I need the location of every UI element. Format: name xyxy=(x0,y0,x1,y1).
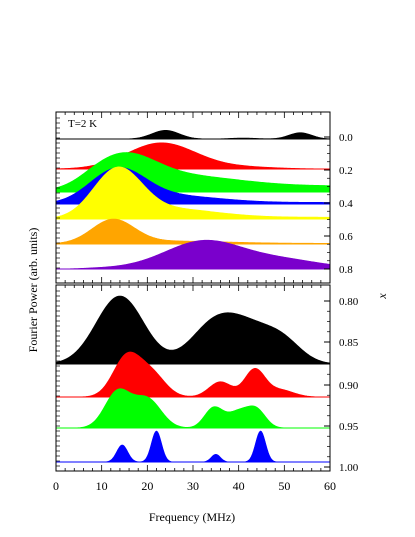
series-area-x-0_4 xyxy=(55,166,331,220)
series-area-x-0_0 xyxy=(56,130,331,140)
series-area-x-1_00 xyxy=(56,430,330,463)
right-tick-label: 0.95 xyxy=(339,421,359,433)
bottom-panel: 0.80 0.85 0.90 0.95 1.00 xyxy=(55,284,359,474)
series-area-x-0_85 xyxy=(55,295,331,365)
x-tick-label: 40 xyxy=(233,479,245,493)
top-panel: 0.0 0.2 0.4 0.6 0.8 xyxy=(55,111,353,284)
x-tick-label: 60 xyxy=(324,479,336,493)
right-tick-label: 0.85 xyxy=(339,337,359,349)
x-tick-label: 50 xyxy=(278,479,290,493)
right-tick-label: 0.2 xyxy=(339,165,353,177)
x-tick-label: 10 xyxy=(96,479,108,493)
x-tick-label: 0 xyxy=(53,479,59,493)
right-axis-title: x xyxy=(375,293,389,300)
y-axis-title: Fourier Power (arb. units) xyxy=(26,228,40,353)
right-tick-label: 0.6 xyxy=(339,231,353,243)
right-tick-label: 0.0 xyxy=(339,132,353,144)
series-area-x-0_6 xyxy=(55,218,331,245)
series-area-x-0_90 xyxy=(56,351,331,398)
right-tick-label: 0.80 xyxy=(339,296,359,308)
series-area-x-0_8 xyxy=(55,239,331,270)
right-tick-label: 0.4 xyxy=(339,198,353,210)
right-tick-label: 0.8 xyxy=(339,264,353,276)
right-tick-label: 1.00 xyxy=(339,462,359,474)
annotation-temperature: T=2 K xyxy=(68,118,97,130)
x-tick-label: 30 xyxy=(187,479,199,493)
panel-frame xyxy=(55,284,331,472)
x-axis-title: Frequency (MHz) xyxy=(149,510,235,524)
x-tick-label: 20 xyxy=(141,479,153,493)
right-tick-label: 0.90 xyxy=(339,380,359,392)
